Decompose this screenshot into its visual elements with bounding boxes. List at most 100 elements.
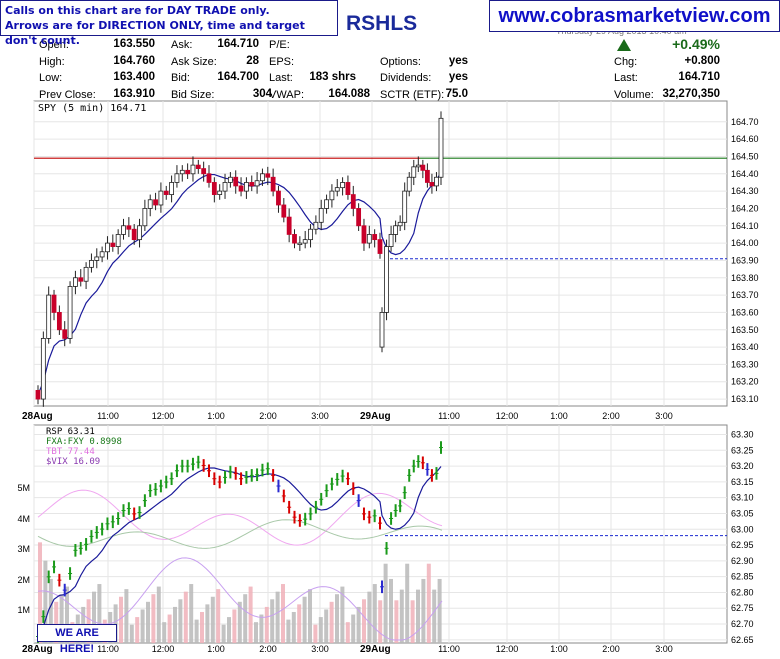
candle-body (415, 164, 421, 168)
we-are-here-badge: WE ARE HERE! (37, 624, 117, 655)
candle-body (131, 228, 137, 241)
y-tick-label: 63.05 (731, 508, 754, 518)
lower-chart-title: RSP 63.31 (46, 427, 95, 437)
candle-body (121, 225, 126, 235)
candle-body (153, 199, 158, 206)
volume-bar (129, 624, 134, 643)
candle-body (420, 164, 426, 171)
volume-bar (54, 601, 59, 643)
y-tick-label: 63.00 (731, 524, 754, 534)
volume-bar (232, 609, 237, 643)
candle-body (67, 286, 73, 339)
high-value: 164.760 (113, 55, 155, 67)
bid-value: 164.700 (217, 71, 259, 83)
legend-tbt: TBT 77.44 (46, 447, 95, 457)
candle-body (297, 242, 303, 246)
website-link[interactable]: www.cobrasmarketview.com (489, 0, 780, 32)
volume-bar (335, 594, 339, 643)
x-tick-label: 11:00 (97, 644, 119, 654)
x-tick-label: 29Aug (360, 411, 391, 422)
candle-body (377, 239, 383, 254)
candle-body (345, 182, 351, 195)
candle-body (329, 190, 335, 201)
y-tick-label: 62.70 (731, 619, 754, 629)
ticker-title: RSHLS (346, 12, 418, 35)
x-tick-label: 12:00 (152, 411, 175, 421)
volume-bar (329, 601, 334, 643)
candle-body (350, 194, 356, 209)
volume-tick-label: 3M (17, 544, 30, 554)
candle-body (217, 190, 223, 195)
ask-value: 164.710 (217, 38, 259, 50)
volume-bar (308, 589, 312, 643)
y-tick-label: 163.90 (731, 255, 759, 265)
x-tick-label: 12:00 (496, 644, 519, 654)
candle-body (147, 199, 153, 209)
x-tick-label: 2:00 (259, 411, 277, 421)
last-price-value: 164.710 (678, 71, 720, 83)
sctr-value: 75.0 (445, 88, 468, 100)
candle-body (169, 182, 174, 195)
volume-bar (124, 589, 129, 643)
volume-bar (162, 622, 167, 643)
volume-bar (140, 609, 145, 643)
y-tick-label: 164.10 (731, 221, 759, 231)
volume-bar (205, 604, 210, 643)
y-tick-label: 164.40 (731, 169, 759, 179)
candle-body (302, 239, 308, 244)
x-tick-label: 2:00 (259, 644, 277, 654)
candle-body (340, 182, 345, 189)
vwap-value: 164.088 (328, 88, 370, 100)
candle-body (46, 294, 52, 339)
candle-body (388, 234, 394, 247)
x-tick-label: 29Aug (360, 644, 391, 655)
y-tick-label: 62.65 (731, 635, 754, 645)
legend-vix: $VIX 16.09 (46, 457, 101, 467)
y-tick-label: 63.30 (731, 429, 754, 439)
main-chart-title: SPY (5 min) 164.71 (38, 103, 147, 114)
y-tick-label: 62.90 (731, 556, 754, 566)
candle-body (110, 242, 116, 247)
volume-bar (151, 594, 156, 643)
x-tick-label: 12:00 (152, 644, 175, 654)
candle-body (411, 166, 417, 178)
volume-label: Volume: (614, 89, 654, 101)
up-arrow-icon (617, 39, 631, 51)
x-tick-label: 1:00 (550, 644, 568, 654)
low-value: 163.400 (113, 71, 155, 83)
volume-bar (383, 563, 388, 643)
bid-size-value: 304 (252, 88, 272, 100)
volume-bar (259, 614, 264, 643)
candle-body (366, 234, 372, 244)
candle-body (233, 176, 239, 187)
volume-bar (254, 622, 258, 643)
volume-bar (243, 594, 248, 643)
candle-body (105, 242, 110, 253)
candle-body (286, 216, 292, 235)
candle-body (51, 294, 57, 313)
volume-bar (291, 611, 296, 643)
volume-bar (48, 578, 53, 643)
volume-bar (421, 578, 426, 643)
ask-size-label: Ask Size: (171, 56, 217, 68)
volume-bar (281, 584, 285, 643)
volume-bar (362, 599, 366, 643)
x-tick-label: 3:00 (311, 411, 329, 421)
y-tick-label: 163.70 (731, 290, 759, 300)
volume-bar (410, 600, 415, 643)
y-tick-label: 163.40 (731, 342, 759, 352)
y-tick-label: 63.25 (731, 445, 754, 455)
candle-body (254, 180, 260, 187)
candle-body (73, 277, 78, 287)
candle-body (292, 234, 297, 244)
dividends-value: yes (448, 71, 468, 83)
candle-body (78, 277, 84, 282)
candle-body (115, 234, 121, 247)
eps-label: EPS: (269, 56, 295, 68)
volume-bar (275, 591, 280, 643)
prev-close-label: Prev Close: (39, 89, 96, 101)
candle-body (195, 164, 201, 169)
volume-bar (210, 596, 215, 643)
